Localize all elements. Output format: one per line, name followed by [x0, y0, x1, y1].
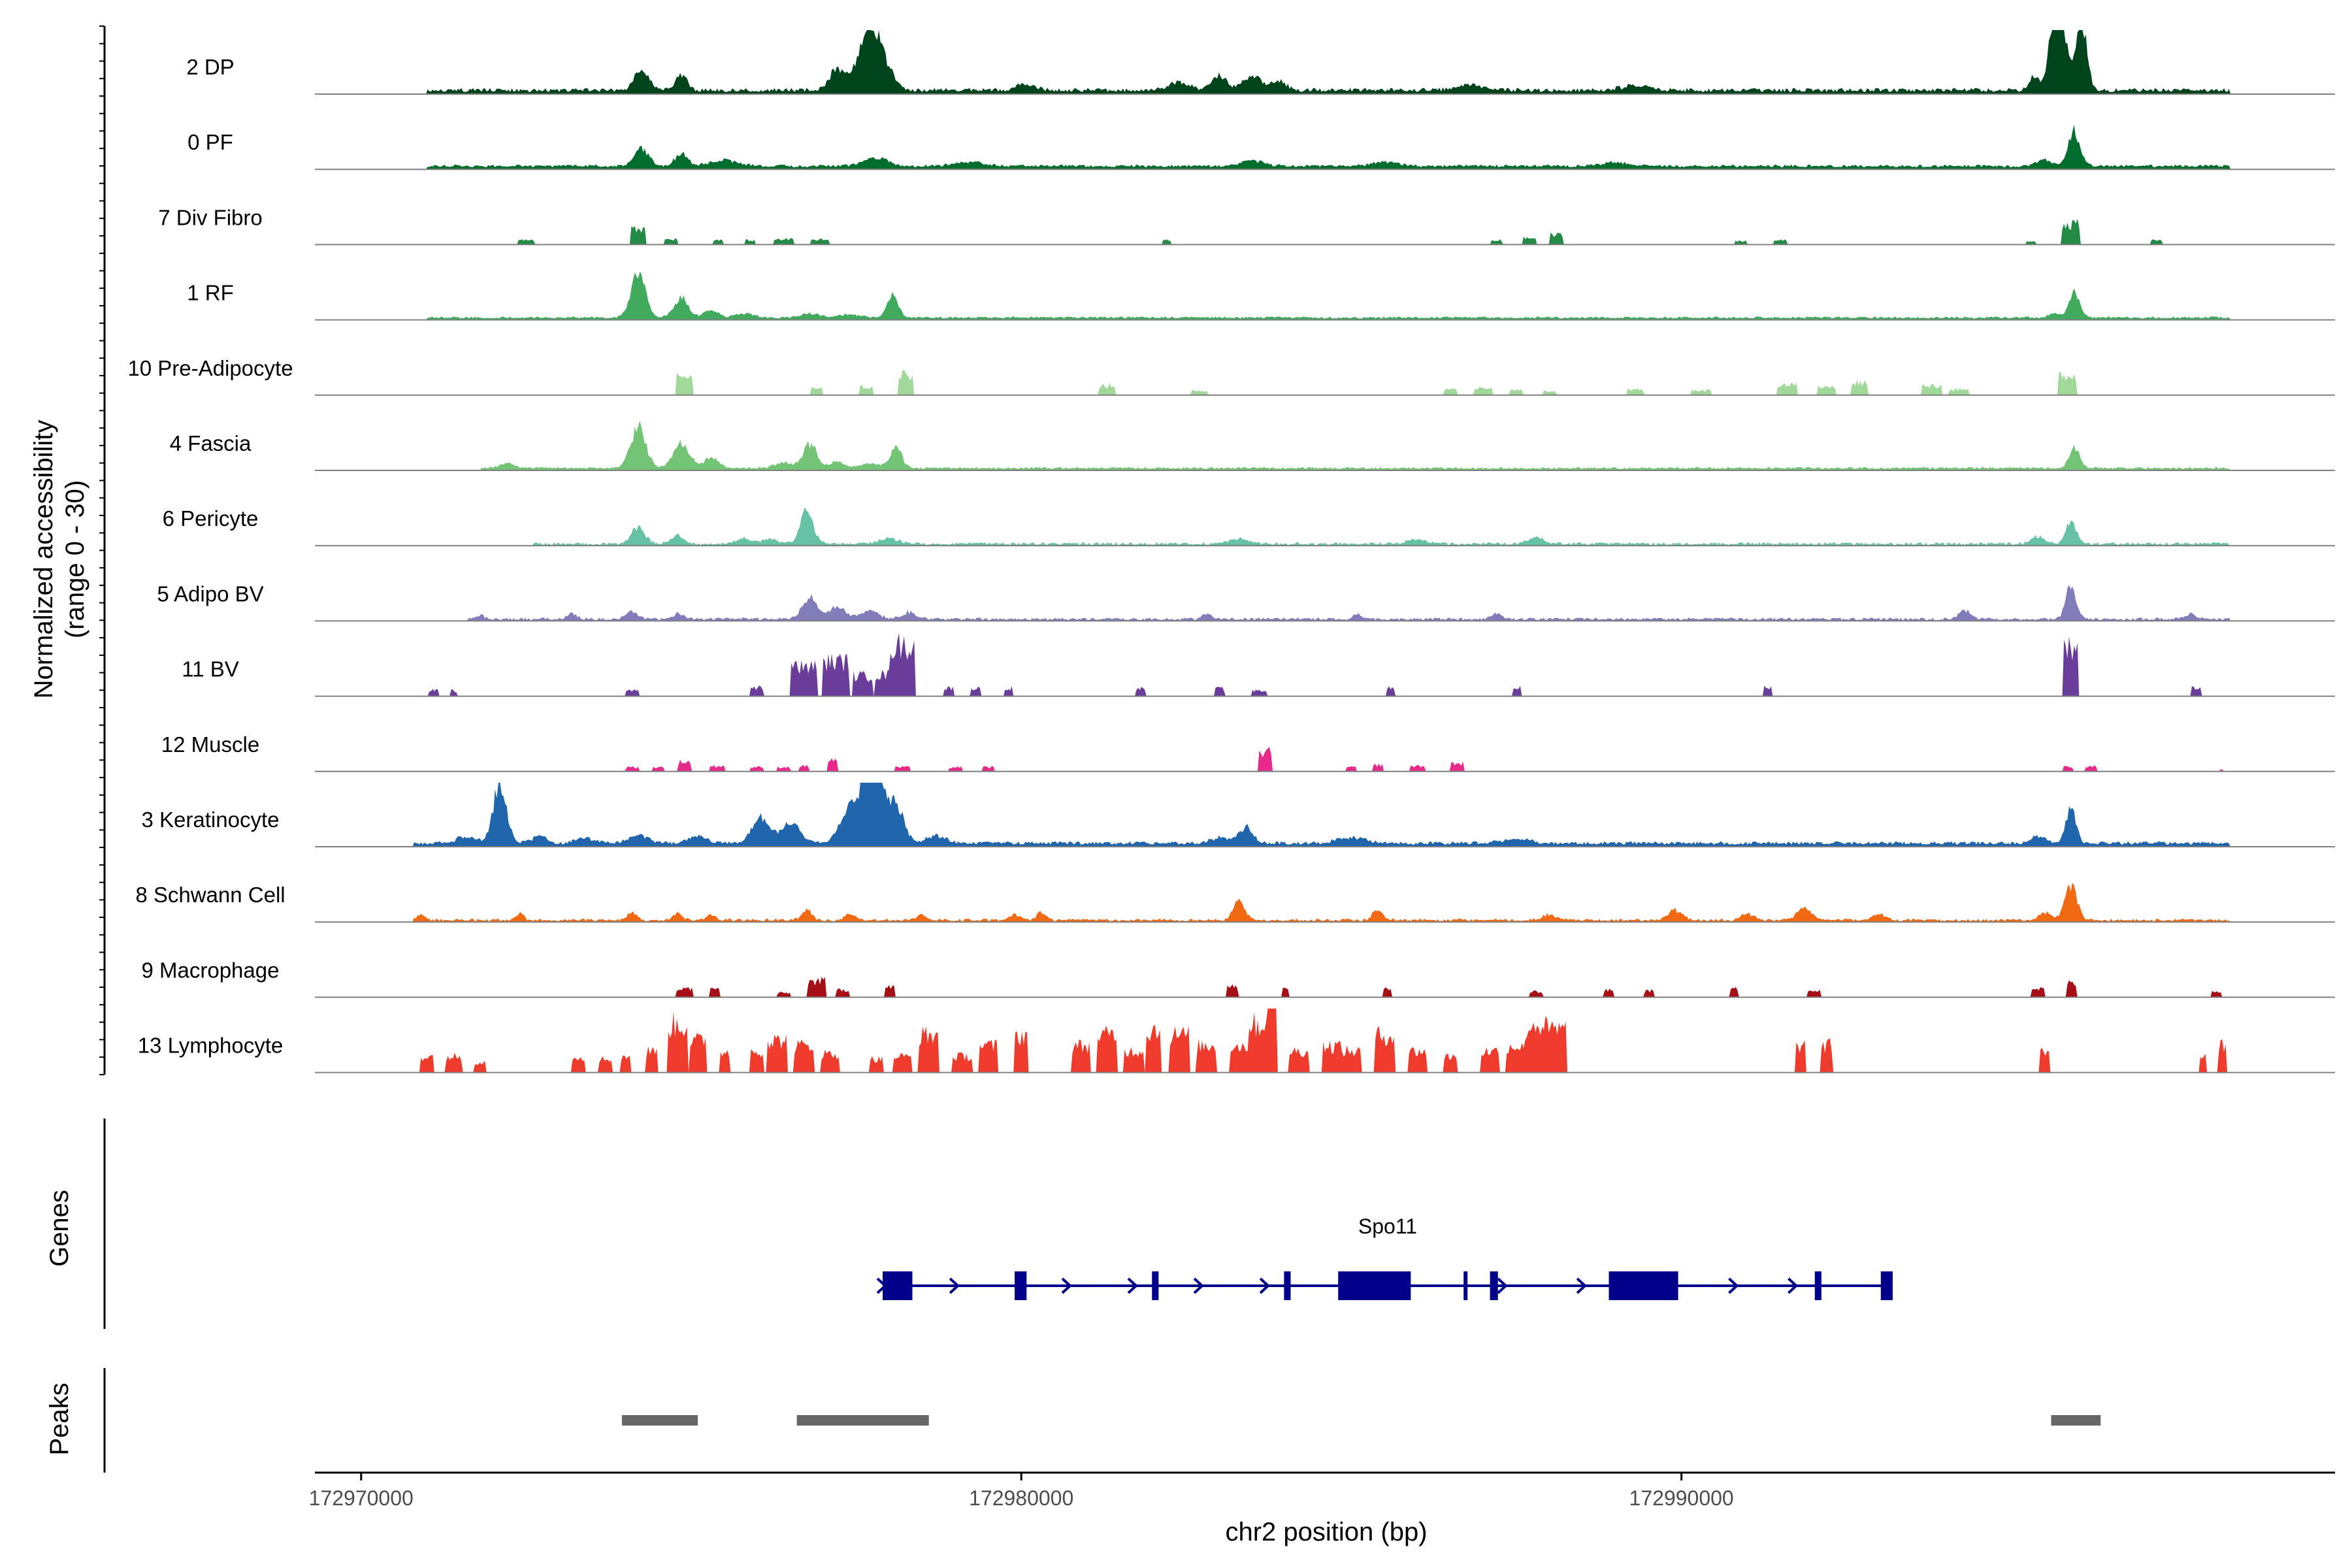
gene-exon — [1814, 1271, 1821, 1300]
track-signal-11-bv — [315, 633, 2335, 696]
gene-exon — [1463, 1271, 1468, 1300]
gene-label: Spo11 — [1358, 1215, 1417, 1238]
peak-region — [796, 1415, 929, 1426]
track-signal-9-macrophage — [315, 977, 2335, 998]
track-label-11-bv: 11 BV — [182, 657, 238, 681]
x-axis-label: chr2 position (bp) — [1225, 1518, 1427, 1546]
gene-exon — [1338, 1271, 1411, 1300]
track-signal-12-muscle — [315, 747, 2335, 772]
track-signal-0-pf — [315, 124, 2335, 170]
track-signal-4-fascia — [315, 421, 2335, 470]
y-axis-label-line1: Normalized accessibility — [29, 420, 58, 699]
genes-panel-label: Genes — [45, 1190, 74, 1267]
track-signal-8-schwann-cell — [315, 883, 2335, 923]
gene-exon — [1015, 1271, 1027, 1300]
track-signal-13-lymphocyte — [315, 1008, 2335, 1073]
track-label-8-schwann-cell: 8 Schwann Cell — [135, 883, 285, 907]
track-label-10-pre-adipocyte: 10 Pre-Adipocyte — [127, 356, 293, 380]
gene-strand-arrow — [1127, 1277, 1138, 1294]
track-label-12-muscle: 12 Muscle — [161, 732, 259, 757]
track-signal-1-rf — [315, 271, 2335, 320]
gene-strand-arrow — [1576, 1277, 1588, 1294]
gene-exon — [882, 1271, 913, 1300]
track-label-5-adipo-bv: 5 Adipo BV — [157, 581, 263, 606]
track-label-6-pericyte: 6 Pericyte — [163, 506, 259, 531]
track-label-4-fascia: 4 Fascia — [170, 431, 252, 455]
gene-strand-arrow — [1259, 1277, 1271, 1294]
gene-strand-arrow — [1061, 1277, 1072, 1294]
track-label-7-div-fibro: 7 Div Fibro — [158, 205, 263, 229]
track-label-13-lymphocyte: 13 Lymphocyte — [138, 1034, 284, 1058]
gene-strand-arrow — [876, 1277, 887, 1294]
peaks-panel-label: Peaks — [45, 1382, 74, 1455]
peak-region — [2051, 1415, 2101, 1426]
gene-strand-arrow — [1728, 1277, 1739, 1294]
plot-area: 2 DP 0 PF 7 Div Fibro 1 RF 10 Pre-Adipocyte 4… — [99, 25, 2335, 1510]
track-signal-3-keratinocyte — [315, 783, 2335, 847]
track-label-0-pf: 0 PF — [188, 130, 233, 154]
track-signal-7-div-fibro — [315, 218, 2335, 245]
track-signal-10-pre-adipocyte — [315, 369, 2335, 395]
track-signal-6-pericyte — [315, 507, 2335, 546]
x-tick-label: 172980000 — [969, 1486, 1073, 1510]
gene-strand-arrow — [1788, 1277, 1799, 1294]
track-label-2-dp: 2 DP — [186, 55, 234, 79]
track-signal-5-adipo-bv — [315, 585, 2335, 621]
gene-exon — [1284, 1271, 1291, 1300]
y-axis-label-line2: (range 0 - 30) — [61, 480, 90, 638]
x-tick-label: 172970000 — [309, 1486, 414, 1510]
track-label-3-keratinocyte: 3 Keratinocyte — [142, 808, 280, 832]
track-label-9-macrophage: 9 Macrophage — [142, 958, 280, 982]
gene-strand-arrow — [1497, 1277, 1508, 1294]
gene-exon — [1880, 1271, 1893, 1300]
gene-exon — [1490, 1271, 1498, 1300]
gene-exon — [1609, 1271, 1678, 1300]
track-label-1-rf: 1 RF — [187, 281, 234, 305]
track-signal-2-dp — [315, 30, 2335, 94]
gene-strand-arrow — [1193, 1277, 1204, 1294]
x-tick-label: 172990000 — [1629, 1486, 1734, 1510]
gene-exon — [1152, 1271, 1159, 1300]
peak-region — [621, 1415, 698, 1426]
gene-strand-arrow — [949, 1277, 960, 1294]
